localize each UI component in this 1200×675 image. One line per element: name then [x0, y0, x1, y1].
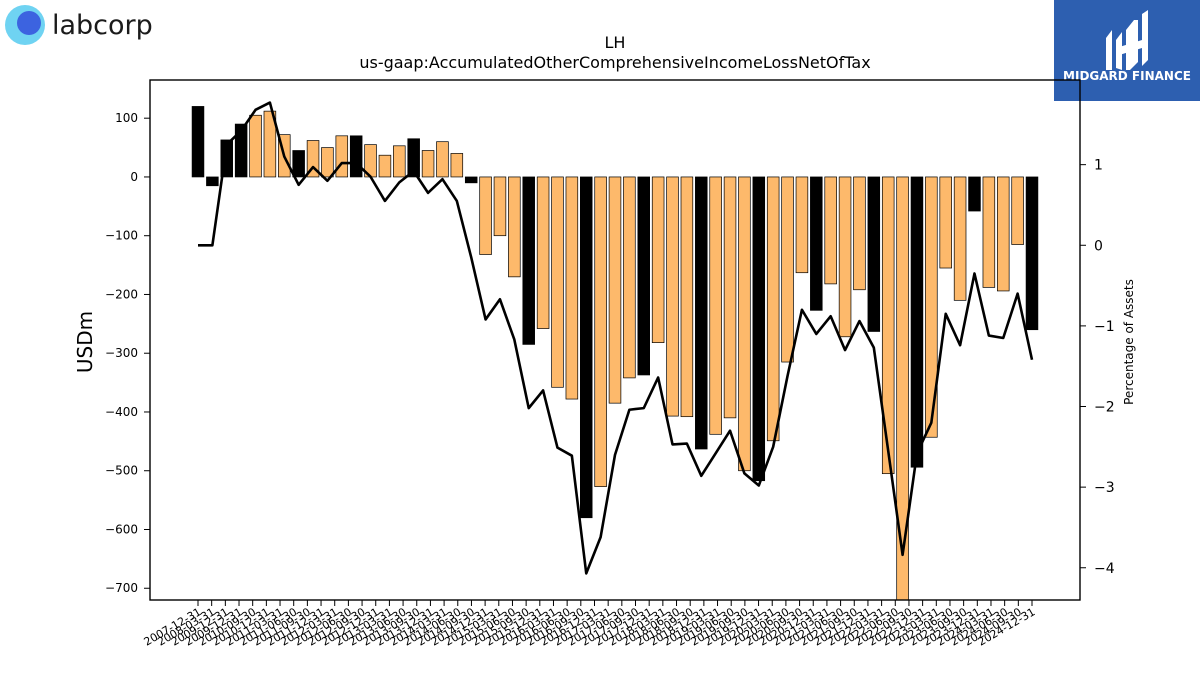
bar-38 — [738, 176, 751, 472]
y-tick-label-4: −300 — [105, 346, 138, 360]
bar-29 — [608, 176, 622, 404]
y-tick-label-1: 0 — [130, 170, 138, 184]
bar-8 — [306, 140, 320, 178]
bar-19 — [464, 176, 478, 184]
y-tick-label-3: −200 — [105, 287, 138, 301]
bar-15 — [407, 138, 420, 178]
bar-58 — [1025, 176, 1039, 331]
bar-31 — [637, 176, 650, 376]
bar-50 — [910, 176, 924, 468]
y2-tick-label-5: −4 — [1094, 561, 1115, 577]
bar-56 — [996, 176, 1010, 292]
axes-layer: 100 0 −100 −200 −300 −400 −500 −600 −700 1 0 −1 −2 −3… — [105, 111, 1115, 648]
bar-51 — [925, 176, 938, 438]
midgard-logo-text: MIDGARD FINANCE — [1063, 69, 1191, 83]
percentage-of-assets-line — [198, 101, 1034, 575]
bar-43 — [810, 176, 823, 311]
bar-49 — [896, 176, 909, 601]
bar-20 — [479, 176, 492, 255]
y-tick-label-8: −700 — [105, 581, 138, 595]
bar-25 — [551, 176, 564, 388]
bar-22 — [508, 176, 521, 278]
bar-55 — [982, 176, 996, 288]
percentage-line-layer — [198, 101, 1034, 575]
labcorp-logo: labcorp — [4, 4, 174, 48]
y2-tick-label-1: 0 — [1094, 238, 1103, 254]
bar-13 — [378, 154, 392, 178]
labcorp-logo-inner-circle — [17, 11, 41, 35]
midgard-finance-logo: MIDGARD FINANCE — [1054, 0, 1200, 101]
bar-7 — [292, 150, 305, 178]
bar-14 — [393, 145, 406, 178]
y2-tick-label-0: 1 — [1094, 158, 1103, 174]
y-tick-label-6: −500 — [105, 464, 138, 478]
bar-39 — [752, 176, 766, 482]
bar-24 — [536, 176, 550, 329]
bar-41 — [781, 176, 794, 363]
bar-11 — [349, 135, 363, 178]
bar-1 — [206, 176, 219, 187]
bar-46 — [853, 176, 866, 291]
bar-3 — [234, 123, 248, 178]
bar-48 — [881, 176, 895, 475]
bar-57 — [1011, 176, 1024, 245]
chart-title: LH — [605, 33, 626, 52]
y-tick-label-5: −400 — [105, 405, 138, 419]
y2-tick-label-4: −3 — [1094, 480, 1115, 496]
bar-30 — [623, 176, 636, 379]
bar-16 — [421, 150, 435, 178]
bar-35 — [695, 176, 708, 450]
bar-36 — [709, 176, 722, 435]
bar-53 — [953, 176, 967, 301]
labcorp-logo-text: labcorp — [52, 10, 153, 41]
plot-frame — [149, 79, 1081, 601]
bar-17 — [436, 141, 449, 178]
bar-28 — [594, 176, 607, 487]
bar-4 — [249, 114, 262, 178]
bar-45 — [838, 176, 852, 338]
bar-2 — [220, 139, 234, 178]
bar-33 — [666, 176, 679, 417]
bar-37 — [723, 176, 737, 419]
bar-42 — [795, 176, 809, 274]
bar-32 — [651, 176, 665, 343]
bars-layer — [191, 106, 1039, 601]
bar-21 — [493, 176, 507, 237]
y-tick-label-2: −100 — [105, 229, 138, 243]
bar-23 — [522, 176, 535, 345]
bar-9 — [321, 147, 334, 178]
chart-subtitle: us-gaap:AccumulatedOtherComprehensiveInc… — [359, 53, 870, 72]
bar-47 — [867, 176, 881, 332]
bar-10 — [335, 135, 349, 178]
y2-tick-label-3: −2 — [1094, 400, 1115, 416]
bar-27 — [579, 176, 593, 519]
bar-34 — [680, 176, 694, 418]
y-axis-label: USDm — [73, 311, 97, 373]
y-tick-label-7: −600 — [105, 522, 138, 536]
bar-5 — [263, 110, 277, 178]
y2-axis-label: Percentage of Assets — [1122, 279, 1136, 405]
midgard-logo-mark — [1106, 10, 1148, 70]
bar-0 — [191, 106, 205, 178]
bar-40 — [766, 176, 780, 442]
bar-26 — [565, 176, 579, 400]
y2-tick-label-2: −1 — [1094, 319, 1115, 335]
bar-54 — [968, 176, 981, 212]
bar-18 — [450, 153, 464, 178]
y-tick-label-0: 100 — [115, 111, 138, 125]
bar-44 — [824, 176, 837, 285]
bar-52 — [939, 176, 952, 269]
